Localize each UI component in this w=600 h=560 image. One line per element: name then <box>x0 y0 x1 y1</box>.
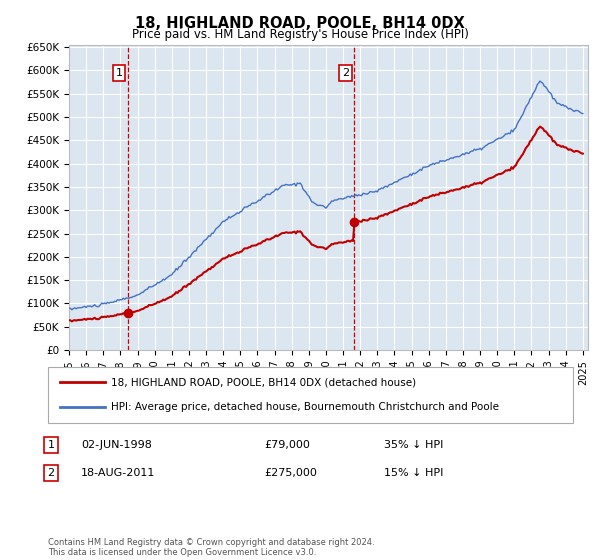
Text: 18, HIGHLAND ROAD, POOLE, BH14 0DX: 18, HIGHLAND ROAD, POOLE, BH14 0DX <box>135 16 465 31</box>
Text: 1: 1 <box>116 68 122 78</box>
Text: HPI: Average price, detached house, Bournemouth Christchurch and Poole: HPI: Average price, detached house, Bour… <box>111 402 499 412</box>
Text: £79,000: £79,000 <box>264 440 310 450</box>
Text: 35% ↓ HPI: 35% ↓ HPI <box>384 440 443 450</box>
Text: 18-AUG-2011: 18-AUG-2011 <box>81 468 155 478</box>
Text: 15% ↓ HPI: 15% ↓ HPI <box>384 468 443 478</box>
Text: 02-JUN-1998: 02-JUN-1998 <box>81 440 152 450</box>
Text: Contains HM Land Registry data © Crown copyright and database right 2024.
This d: Contains HM Land Registry data © Crown c… <box>48 538 374 557</box>
Text: 1: 1 <box>47 440 55 450</box>
Text: £275,000: £275,000 <box>264 468 317 478</box>
Text: 18, HIGHLAND ROAD, POOLE, BH14 0DX (detached house): 18, HIGHLAND ROAD, POOLE, BH14 0DX (deta… <box>111 377 416 388</box>
Text: 2: 2 <box>47 468 55 478</box>
Text: 2: 2 <box>342 68 349 78</box>
Text: Price paid vs. HM Land Registry's House Price Index (HPI): Price paid vs. HM Land Registry's House … <box>131 28 469 41</box>
